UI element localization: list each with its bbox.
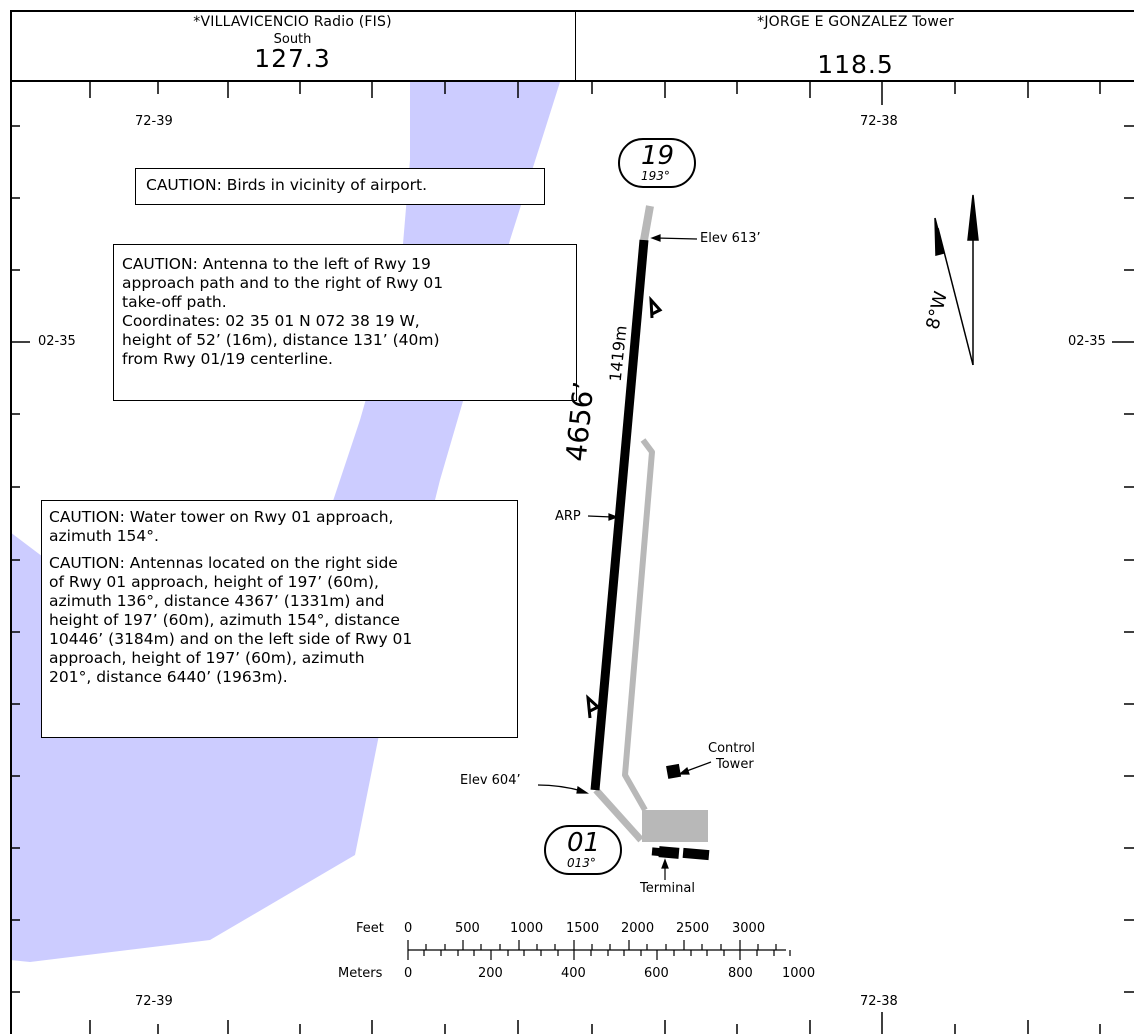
runway-overrun-south: [593, 787, 644, 843]
label-arrows: [537, 234, 712, 880]
runway: [590, 239, 649, 791]
scale-feet-tick: 3000: [732, 921, 766, 936]
rwy19-number: 19: [641, 141, 675, 171]
tower-frequency: 118.5: [817, 50, 894, 79]
terminal-label: Terminal: [640, 881, 695, 896]
scale-meter-tick: 0: [404, 966, 413, 981]
fis-sector: South: [273, 32, 312, 47]
scale-feet-tick: 1000: [510, 921, 544, 936]
rwy19-oval: [618, 138, 696, 188]
scale-feet-tick: 0: [404, 921, 413, 936]
rwy01-heading: 013°: [567, 856, 596, 870]
elev-south: Elev 604’: [460, 773, 521, 788]
scale-feet-tick: 2000: [621, 921, 655, 936]
scale-meters-label: Meters: [338, 966, 383, 981]
control-tower: [666, 763, 682, 779]
caution-birds-text: CAUTION: Birds in vicinity of airport.: [146, 176, 428, 194]
caution-line: of Rwy 01 approach, height of 197’ (60m)…: [49, 573, 379, 591]
caution-line: Coordinates: 02 35 01 N 072 38 19 W,: [122, 312, 420, 330]
header-divider: [10, 80, 1134, 82]
caution-line: 201°, distance 6440’ (1963m).: [49, 668, 288, 686]
header-right-frequency: *JORGE E GONZALEZ Tower 118.5: [577, 10, 1134, 80]
caution-water-tower-box: CAUTION: Water tower on Rwy 01 approach,…: [41, 500, 518, 738]
caution-line: 10446’ (3184m) and on the left side of R…: [49, 630, 413, 648]
scale-meter-tick: 400: [561, 966, 586, 981]
lon-label-bottom-east: 72-38: [860, 994, 898, 1009]
obstacle-antenna-symbol: [586, 295, 663, 719]
control-tower-label-1: Control: [708, 741, 755, 756]
apron: [642, 810, 708, 842]
scale-meter-tick: 1000: [782, 966, 816, 981]
fis-name: *VILLAVICENCIO Radio (FIS): [193, 14, 392, 30]
runway-overrun-north: [640, 205, 654, 241]
header-left-frequency: *VILLAVICENCIO Radio (FIS) South 127.3: [10, 10, 576, 80]
rwy01-oval: [544, 825, 622, 875]
scale-feet-tick: 2500: [676, 921, 710, 936]
taxiway: [622, 438, 655, 812]
caution-line: approach, height of 197’ (60m), azimuth: [49, 649, 365, 667]
elev-north: Elev 613’: [700, 231, 761, 246]
terminal-building: [682, 847, 710, 861]
caution-line: height of 197’ (60m), azimuth 154°, dist…: [49, 611, 400, 629]
caution-line: height of 52’ (16m), distance 131’ (40m): [122, 331, 440, 349]
north-arrow: [934, 194, 979, 366]
rwy19-heading: 193°: [641, 169, 670, 183]
caution-line: take-off path.: [122, 293, 227, 311]
scale-meter-tick: 200: [478, 966, 503, 981]
fis-frequency: 127.3: [254, 44, 331, 73]
scale-meter-tick: 800: [728, 966, 753, 981]
scale-bar: [407, 940, 791, 960]
lat-label-west: 02-35: [38, 334, 76, 349]
caution-antenna-box: CAUTION: Antenna to the left of Rwy 19 a…: [113, 244, 577, 401]
caution-birds: CAUTION: Birds in vicinity of airport.: [135, 168, 545, 205]
caution-line: from Rwy 01/19 centerline.: [122, 350, 333, 368]
right-ticks: [1112, 125, 1134, 993]
caution-line: CAUTION: Water tower on Rwy 01 approach,: [49, 508, 394, 526]
lon-label-top-east: 72-38: [860, 114, 898, 129]
arp-label: ARP: [555, 509, 581, 524]
rwy01-number: 01: [567, 828, 601, 858]
caution-line: CAUTION: Antenna to the left of Rwy 19: [122, 255, 431, 273]
bottom-ticks: [89, 1012, 1101, 1034]
scale-feet-tick: 500: [455, 921, 480, 936]
control-tower-label-2: Tower: [716, 757, 754, 772]
lon-label-bottom-west: 72-39: [135, 994, 173, 1009]
caution-line: azimuth 136°, distance 4367’ (1331m) and: [49, 592, 385, 610]
caution-line: azimuth 154°.: [49, 527, 159, 545]
scale-meter-tick: 600: [644, 966, 669, 981]
tower-name: *JORGE E GONZALEZ Tower: [757, 14, 954, 30]
top-ticks: [89, 82, 1101, 105]
lon-label-top-west: 72-39: [135, 114, 173, 129]
scale-feet-label: Feet: [356, 921, 384, 936]
terminal-building: [658, 846, 680, 859]
caution-line: CAUTION: Antennas located on the right s…: [49, 554, 398, 572]
chart-frame: [10, 10, 1134, 1034]
lat-label-east: 02-35: [1068, 334, 1106, 349]
scale-feet-tick: 1500: [566, 921, 600, 936]
caution-line: approach path and to the right of Rwy 01: [122, 274, 444, 292]
